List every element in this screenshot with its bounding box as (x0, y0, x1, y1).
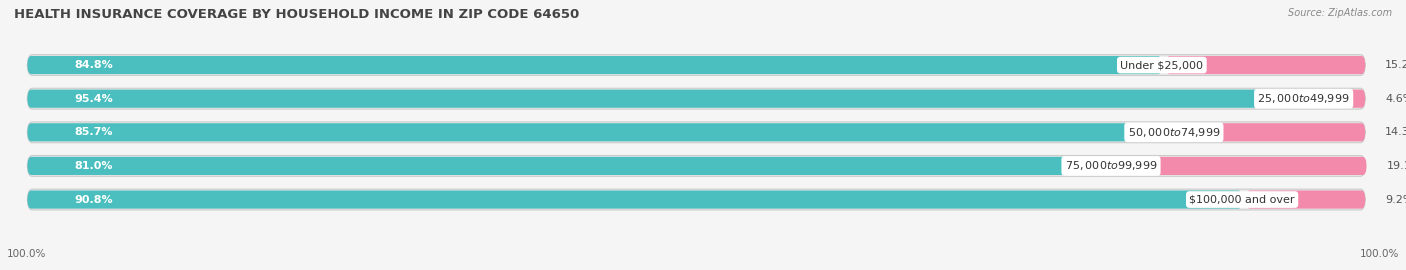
Text: 81.0%: 81.0% (75, 161, 112, 171)
FancyBboxPatch shape (1178, 123, 1365, 141)
FancyBboxPatch shape (28, 156, 1365, 176)
FancyBboxPatch shape (28, 123, 1174, 141)
FancyBboxPatch shape (28, 190, 1241, 209)
Text: HEALTH INSURANCE COVERAGE BY HOUSEHOLD INCOME IN ZIP CODE 64650: HEALTH INSURANCE COVERAGE BY HOUSEHOLD I… (14, 8, 579, 21)
Text: 15.2%: 15.2% (1385, 60, 1406, 70)
Text: Under $25,000: Under $25,000 (1121, 60, 1204, 70)
Text: 19.1%: 19.1% (1386, 161, 1406, 171)
Text: $100,000 and over: $100,000 and over (1189, 195, 1295, 205)
FancyBboxPatch shape (28, 56, 1161, 74)
Text: 95.4%: 95.4% (75, 94, 112, 104)
FancyBboxPatch shape (1246, 190, 1365, 209)
Text: 84.8%: 84.8% (75, 60, 112, 70)
Text: 14.3%: 14.3% (1385, 127, 1406, 137)
Text: $25,000 to $49,999: $25,000 to $49,999 (1257, 92, 1350, 105)
FancyBboxPatch shape (28, 90, 1303, 108)
FancyBboxPatch shape (28, 189, 1365, 210)
FancyBboxPatch shape (28, 122, 1365, 143)
Text: 85.7%: 85.7% (75, 127, 112, 137)
FancyBboxPatch shape (1115, 157, 1367, 175)
FancyBboxPatch shape (1308, 90, 1365, 108)
Text: $75,000 to $99,999: $75,000 to $99,999 (1064, 159, 1157, 173)
Text: 90.8%: 90.8% (75, 195, 112, 205)
FancyBboxPatch shape (1166, 56, 1365, 74)
Text: Source: ZipAtlas.com: Source: ZipAtlas.com (1288, 8, 1392, 18)
FancyBboxPatch shape (28, 157, 1111, 175)
FancyBboxPatch shape (28, 55, 1365, 76)
Text: 100.0%: 100.0% (1360, 249, 1399, 259)
Text: $50,000 to $74,999: $50,000 to $74,999 (1128, 126, 1220, 139)
Text: 100.0%: 100.0% (7, 249, 46, 259)
Text: 4.6%: 4.6% (1385, 94, 1406, 104)
FancyBboxPatch shape (28, 88, 1365, 109)
Text: 9.2%: 9.2% (1385, 195, 1406, 205)
